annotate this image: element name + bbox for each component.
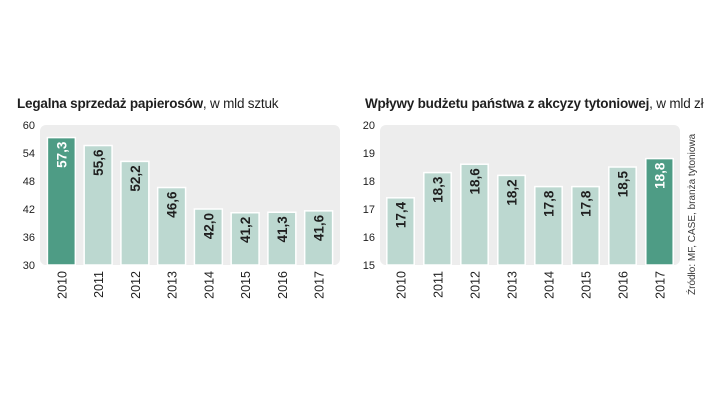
value-label-2014: 17,8 (542, 190, 557, 217)
y-tick-label: 16 (363, 232, 375, 244)
x-tick-label-2012: 2012 (469, 271, 483, 299)
value-label-2012: 52,2 (128, 165, 143, 191)
x-tick-label-2016: 2016 (276, 271, 290, 299)
value-label-2015: 41,2 (238, 217, 253, 243)
value-label-2011: 18,3 (431, 176, 446, 203)
bar-2011 (423, 171, 452, 266)
excise-chart-title: Wpływy budżetu państwa z akcyzy tytoniow… (365, 96, 704, 111)
y-tick-label: 42 (23, 204, 35, 216)
x-tick-label-2011: 2011 (92, 271, 106, 298)
excise-chart-unit: , w mld zł (649, 96, 704, 111)
excise-chart-title-text: Wpływy budżetu państwa z akcyzy tytoniow… (365, 96, 650, 111)
sales-chart-title-text: Legalna sprzedaż papierosów (17, 96, 203, 111)
x-tick-label-2014: 2014 (543, 271, 557, 299)
bar-2014 (193, 208, 224, 266)
sales-bar-chart: 30 36 42 48 54 60 57,3 2010 55,6 2011 52,2 2012 46,6… (23, 120, 340, 299)
bar-2011 (83, 144, 113, 266)
bar-2016 (608, 166, 637, 266)
bar-2010 (46, 136, 77, 266)
sales-chart-unit: , w mld sztuk (202, 96, 279, 111)
y-tick-label: 15 (363, 260, 375, 272)
value-label-2012: 18,6 (468, 168, 483, 195)
value-label-2014: 42,0 (201, 213, 216, 239)
bar-2015 (571, 185, 600, 266)
value-label-2016: 18,5 (616, 171, 631, 198)
x-tick-label-2017: 2017 (313, 271, 327, 299)
x-tick-label-2013: 2013 (166, 271, 180, 299)
x-tick-label-2011: 2011 (432, 271, 446, 298)
bar-2015 (230, 211, 260, 266)
value-label-2011: 55,6 (91, 149, 106, 176)
value-label-2010: 57,3 (54, 141, 69, 168)
bar-2017 (645, 157, 674, 266)
y-tick-label: 54 (23, 148, 35, 160)
y-tick-label: 17 (363, 204, 375, 216)
x-tick-label-2016: 2016 (617, 271, 631, 299)
bar-2014 (534, 185, 563, 266)
bar-2017 (303, 210, 334, 266)
y-tick-label: 20 (363, 120, 375, 132)
y-tick-label: 18 (363, 176, 375, 188)
excise-bar-chart: 15 16 17 18 19 20 17,4 2010 18,3 2011 18,6 2012 18,2… (363, 120, 680, 299)
x-tick-label-2010: 2010 (395, 271, 409, 299)
value-label-2015: 17,8 (579, 190, 594, 217)
y-tick-label: 30 (23, 260, 35, 272)
sales-chart-panel: Legalna sprzedaż papierosów, w mld sztuk… (0, 0, 350, 405)
bar-2013 (497, 174, 526, 266)
x-tick-label-2015: 2015 (239, 271, 253, 299)
bar-2010 (386, 197, 415, 266)
excise-chart-panel: Wpływy budżetu państwa z akcyzy tytoniow… (355, 0, 704, 405)
y-tick-label: 60 (23, 120, 35, 132)
y-tick-label: 19 (363, 148, 375, 160)
plot-background (380, 125, 680, 265)
bar-2012 (120, 160, 150, 266)
x-tick-label-2013: 2013 (506, 271, 520, 299)
value-label-2013: 18,2 (505, 179, 520, 205)
x-tick-label-2010: 2010 (55, 271, 69, 299)
bar-2013 (156, 186, 187, 266)
bar-2012 (460, 163, 489, 266)
x-tick-label-2012: 2012 (129, 271, 143, 299)
y-tick-label: 48 (23, 176, 35, 188)
value-label-2016: 41,3 (275, 216, 290, 243)
value-label-2010: 17,4 (394, 201, 409, 228)
source-note: Źródło: MF, CASE, branża tytoniowa (687, 133, 698, 295)
value-label-2017: 41,6 (312, 214, 327, 241)
plot-background (40, 125, 340, 265)
value-label-2013: 46,6 (165, 191, 180, 218)
y-tick-label: 36 (23, 232, 35, 244)
x-tick-label-2014: 2014 (202, 271, 216, 299)
x-tick-label-2015: 2015 (580, 271, 594, 299)
bar-2016 (267, 211, 297, 266)
x-tick-label-2017: 2017 (654, 271, 668, 299)
sales-chart-title: Legalna sprzedaż papierosów, w mld sztuk (17, 96, 279, 111)
value-label-2017: 18,8 (653, 162, 668, 189)
